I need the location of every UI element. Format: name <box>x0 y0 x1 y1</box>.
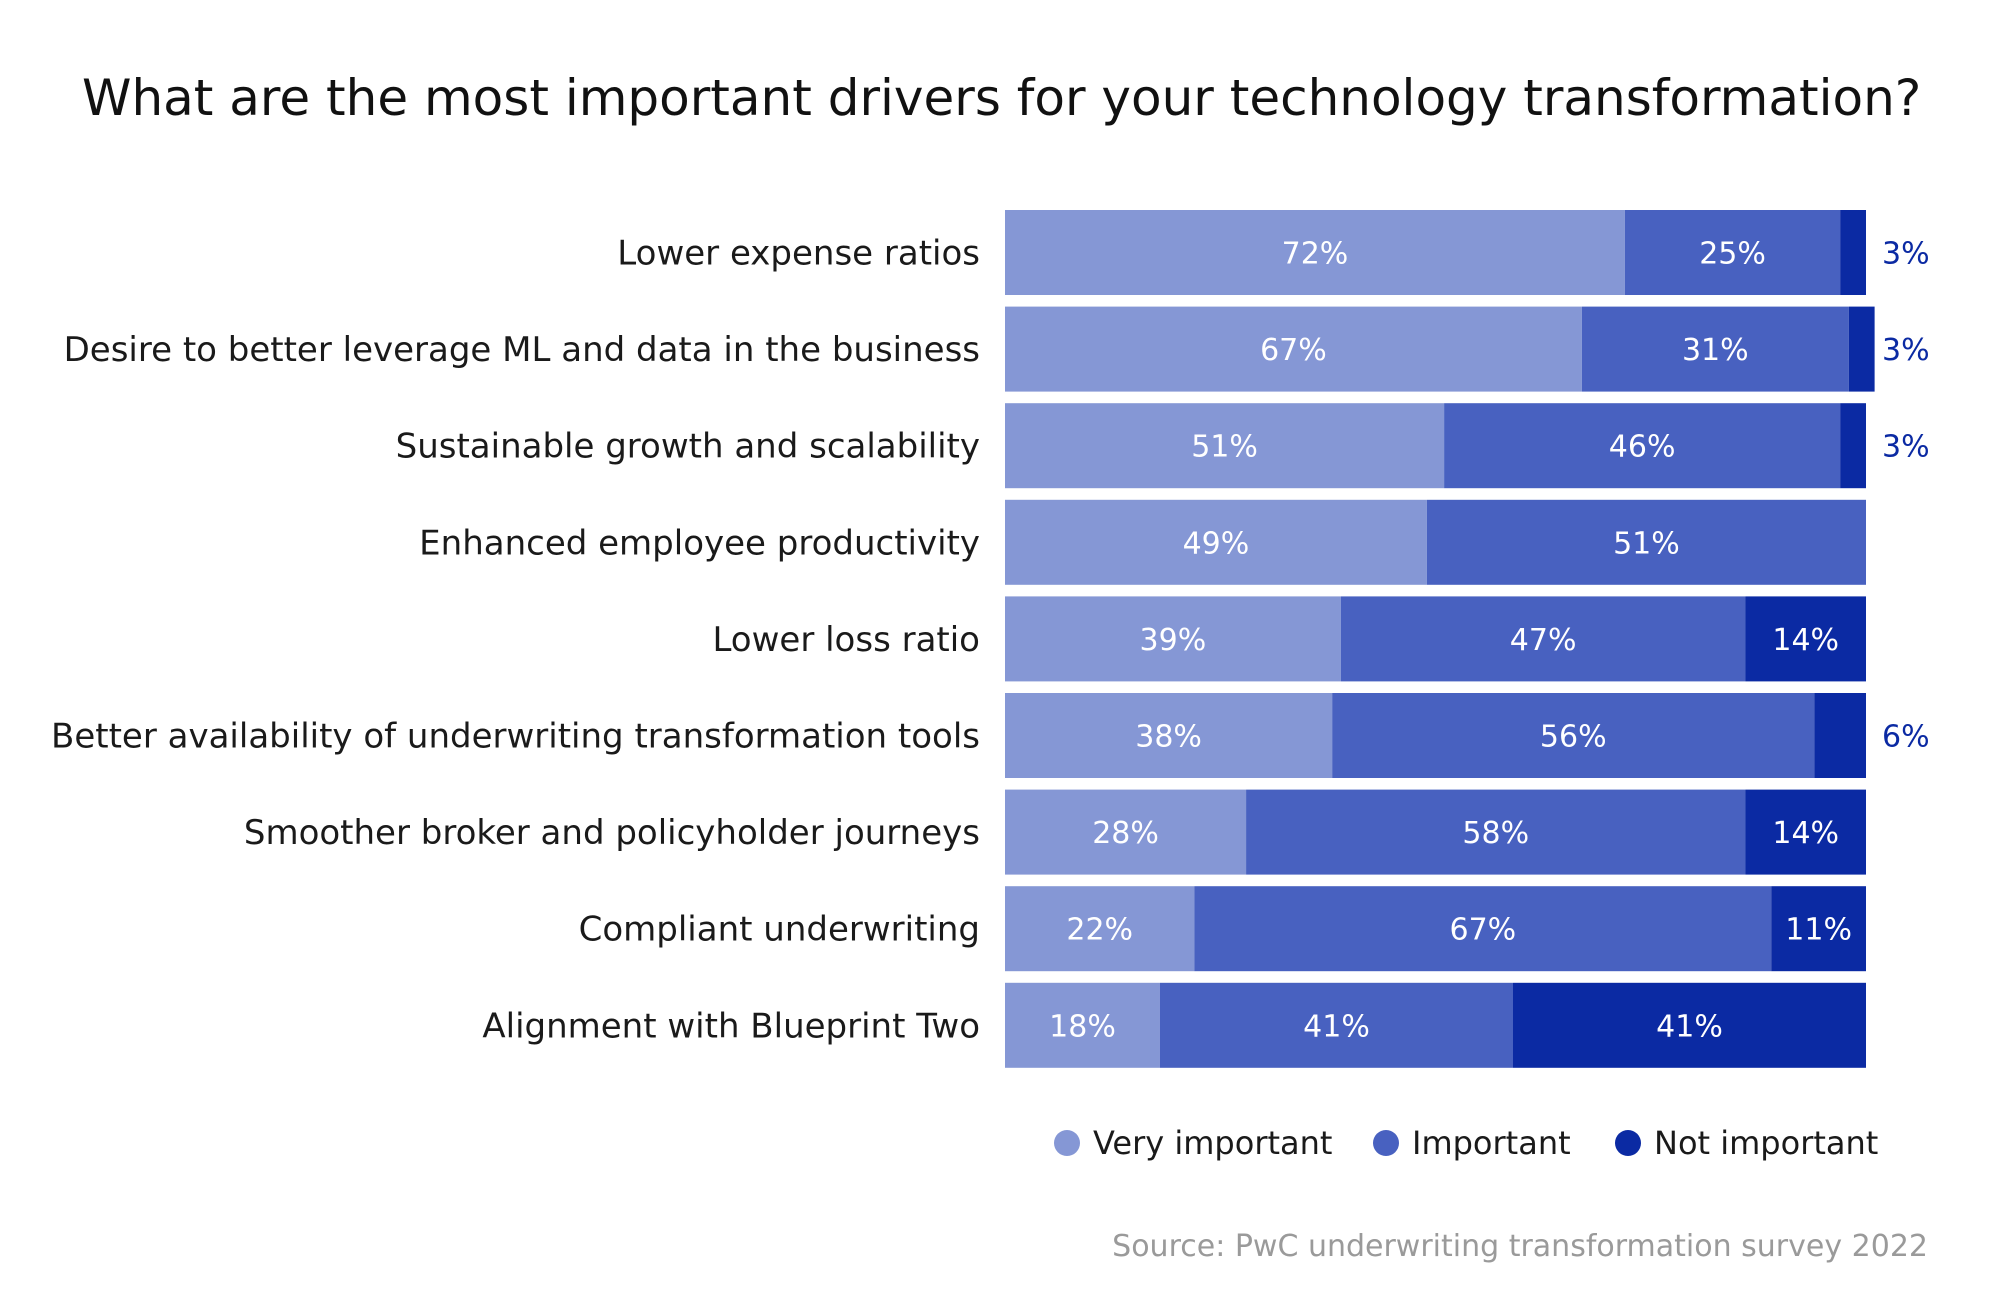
bar-row-compliant-underwriting: Compliant underwriting 22% 67% 11% <box>579 886 1866 972</box>
bar-row-sustainable-growth-and-scalability: Sustainable growth and scalability 51% 46%… <box>396 403 1930 489</box>
data-label: 58% <box>1462 816 1529 851</box>
bar-segment-not-important <box>1848 306 1875 392</box>
legend-item-very-important: Very important <box>1054 1124 1332 1162</box>
bar-row-better-availability-of-underwriting-transformation-tools: Better availability of underwriting tran… <box>51 693 1930 778</box>
bar-segment-not-important <box>1840 210 1866 295</box>
bar-segment-important <box>1246 789 1746 875</box>
category-label: Sustainable growth and scalability <box>396 427 980 467</box>
legend: Very important Important Not important <box>1054 1124 1878 1162</box>
bar-segment-important <box>1444 403 1841 489</box>
data-label: 14% <box>1772 816 1839 851</box>
bar-row-smoother-broker-and-policyholder-journeys: Smoother broker and policyholder journey… <box>244 789 1866 875</box>
bar-segment-not-important <box>1840 403 1866 489</box>
data-label: 41% <box>1656 1009 1723 1044</box>
data-label: 25% <box>1699 237 1766 272</box>
bar-segment-very-important <box>1005 982 1160 1068</box>
data-label: 3% <box>1882 237 1930 272</box>
bar-segment-important <box>1332 693 1815 778</box>
data-label: 49% <box>1183 526 1250 561</box>
bar-row-enhanced-employee-productivity: Enhanced employee productivity 49% 51% <box>419 499 1866 585</box>
legend-swatch <box>1615 1130 1641 1156</box>
data-label: 46% <box>1609 430 1676 465</box>
legend-label: Important <box>1412 1124 1571 1162</box>
data-label: 18% <box>1049 1009 1116 1044</box>
data-label: 67% <box>1260 333 1327 368</box>
data-label: 47% <box>1510 623 1577 658</box>
category-label: Enhanced employee productivity <box>419 523 980 563</box>
data-label: 41% <box>1303 1009 1370 1044</box>
bar-segment-not-important <box>1745 789 1866 875</box>
bar-row-alignment-with-blueprint-two: Alignment with Blueprint Two 18% 41% 41% <box>482 982 1866 1068</box>
data-label: 31% <box>1682 333 1749 368</box>
bar-row-desire-to-better-leverage-ml-and-data-in-the-business: Desire to better leverage ML and data in… <box>64 306 1930 392</box>
data-label: 22% <box>1066 913 1133 948</box>
chart-title: What are the most important drivers for … <box>82 69 1921 127</box>
bar-segment-not-important <box>1512 982 1866 1068</box>
legend-label: Very important <box>1093 1124 1332 1162</box>
category-label: Desire to better leverage ML and data in… <box>64 330 980 370</box>
data-label: 51% <box>1613 526 1680 561</box>
bar-segment-not-important <box>1745 596 1866 682</box>
bar-segment-very-important <box>1005 210 1625 295</box>
bar-segment-very-important <box>1005 789 1247 875</box>
legend-item-not-important: Not important <box>1615 1124 1878 1162</box>
data-label: 56% <box>1540 720 1607 755</box>
data-label: 51% <box>1191 430 1258 465</box>
data-label: 72% <box>1282 237 1349 272</box>
category-label: Better availability of underwriting tran… <box>51 717 980 757</box>
data-label: 3% <box>1882 430 1930 465</box>
data-label: 39% <box>1140 623 1207 658</box>
bar-segment-important <box>1426 499 1866 585</box>
data-label: 28% <box>1092 816 1159 851</box>
data-label: 67% <box>1450 913 1517 948</box>
bar-segment-very-important <box>1005 886 1195 972</box>
data-label: 11% <box>1785 913 1852 948</box>
bar-segment-very-important <box>1005 596 1341 682</box>
bar-segment-important <box>1581 306 1849 392</box>
data-label: 14% <box>1772 623 1839 658</box>
bar-segment-very-important <box>1005 306 1582 392</box>
bar-segment-important <box>1194 886 1772 972</box>
bar-row-lower-expense-ratios: Lower expense ratios 72% 25% 3% <box>617 210 1930 295</box>
category-label: Lower expense ratios <box>617 234 980 274</box>
bar-segment-important <box>1624 210 1841 295</box>
bar-segment-very-important <box>1005 499 1427 585</box>
bars-group: Lower expense ratios 72% 25% 3% Desire to be… <box>51 210 1930 1068</box>
category-label: Smoother broker and policyholder journey… <box>244 813 980 853</box>
bar-segment-not-important <box>1771 886 1866 972</box>
data-label: 3% <box>1882 333 1930 368</box>
legend-swatch <box>1373 1130 1399 1156</box>
legend-item-important: Important <box>1373 1124 1571 1162</box>
source-note: Source: PwC underwriting transformation … <box>1112 1229 1928 1264</box>
category-label: Lower loss ratio <box>712 620 980 660</box>
bar-row-lower-loss-ratio: Lower loss ratio 39% 47% 14% <box>712 596 1866 682</box>
bar-segment-very-important <box>1005 693 1333 778</box>
bar-segment-important <box>1340 596 1746 682</box>
data-label: 38% <box>1135 720 1202 755</box>
bar-segment-very-important <box>1005 403 1445 489</box>
category-label: Compliant underwriting <box>579 910 980 950</box>
legend-swatch <box>1054 1130 1080 1156</box>
bar-segment-important <box>1159 982 1513 1068</box>
legend-label: Not important <box>1654 1124 1878 1162</box>
category-label: Alignment with Blueprint Two <box>482 1006 980 1046</box>
data-label: 6% <box>1882 720 1930 755</box>
bar-segment-not-important <box>1814 693 1866 778</box>
